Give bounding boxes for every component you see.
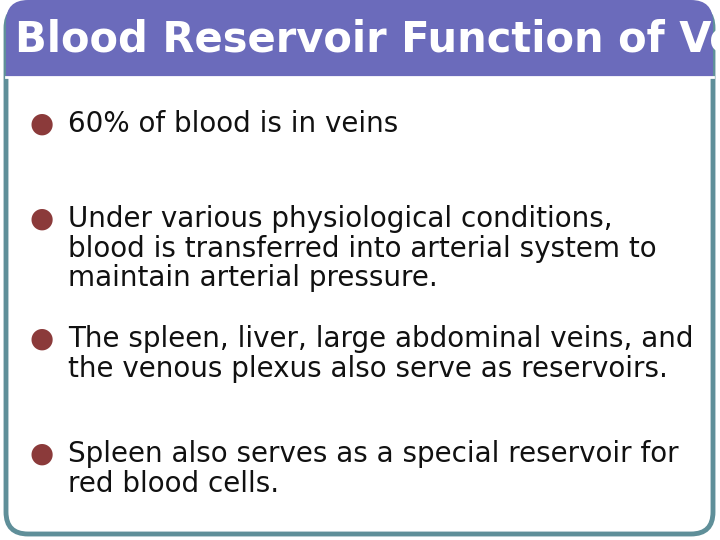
Text: Under various physiological conditions,: Under various physiological conditions, [68, 205, 613, 233]
Text: Blood Reservoir Function of Veins: Blood Reservoir Function of Veins [15, 18, 720, 60]
Text: the venous plexus also serve as reservoirs.: the venous plexus also serve as reservoi… [68, 355, 668, 383]
Text: ●: ● [30, 110, 54, 138]
Text: Spleen also serves as a special reservoir for: Spleen also serves as a special reservoi… [68, 440, 679, 468]
FancyBboxPatch shape [6, 6, 713, 534]
FancyBboxPatch shape [6, 0, 713, 78]
Text: ●: ● [30, 205, 54, 233]
Text: 60% of blood is in veins: 60% of blood is in veins [68, 110, 398, 138]
Bar [6, 53, 713, 78]
Text: ●: ● [30, 325, 54, 353]
Text: ●: ● [30, 440, 54, 468]
Text: The spleen, liver, large abdominal veins, and: The spleen, liver, large abdominal veins… [68, 325, 693, 353]
Text: blood is transferred into arterial system to: blood is transferred into arterial syste… [68, 234, 657, 262]
Text: maintain arterial pressure.: maintain arterial pressure. [68, 264, 438, 292]
Text: red blood cells.: red blood cells. [68, 470, 279, 497]
